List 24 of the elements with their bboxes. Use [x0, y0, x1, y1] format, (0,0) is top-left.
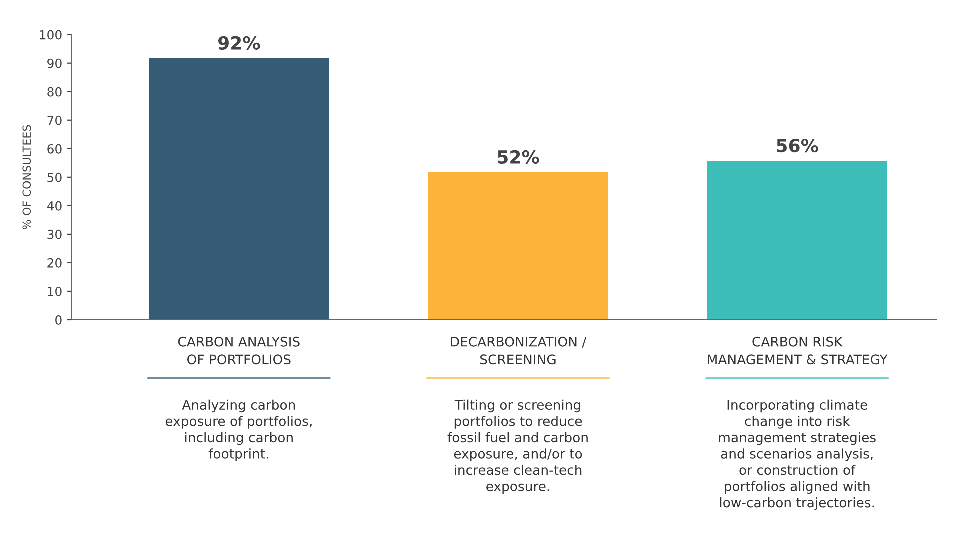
bar	[706, 160, 889, 320]
y-tick-label: 70	[48, 116, 62, 126]
y-tick-label: 30	[48, 230, 62, 240]
y-tick-label: 40	[47, 201, 62, 211]
bar	[148, 56, 331, 320]
y-tick-label: 0	[56, 315, 62, 325]
text: Tilting or screening portfolios to reduce fossil fuel and carbon exposure, and/or to increase clean-tech exposure.	[448, 400, 588, 494]
text: Incorporating climate change into risk management strategies and scenarios analysis, or construction of portfolios aligned with low-carbon trajectories.	[719, 400, 876, 510]
y-tick-label: 50	[48, 172, 62, 182]
y-axis-title: % OF CONSULTEES	[22, 125, 32, 230]
x-tick-label: CARBON ANALYSIS OF PORTFOLIOS	[178, 336, 300, 365]
y-tick-label: 60	[48, 144, 62, 154]
y-tick-label: 10	[48, 286, 62, 296]
bar	[426, 171, 610, 320]
x-tick-label: CARBON RISK MANAGEMENT & STRATEGY	[708, 336, 888, 365]
text: Analyzing carbon exposure of portfolios, including carbon footprint.	[166, 400, 312, 462]
data-label: 56%	[777, 138, 818, 153]
data-label: 52%	[498, 150, 540, 164]
x-tick-label: DECARBONIZATION / SCREENING	[451, 336, 587, 365]
data-label: 92%	[218, 36, 260, 50]
y-tick-label: 90	[48, 58, 62, 68]
y-tick-label: 20	[48, 258, 62, 268]
y-tick-label: 80	[48, 87, 62, 97]
y-tick-label: 100	[40, 30, 62, 40]
